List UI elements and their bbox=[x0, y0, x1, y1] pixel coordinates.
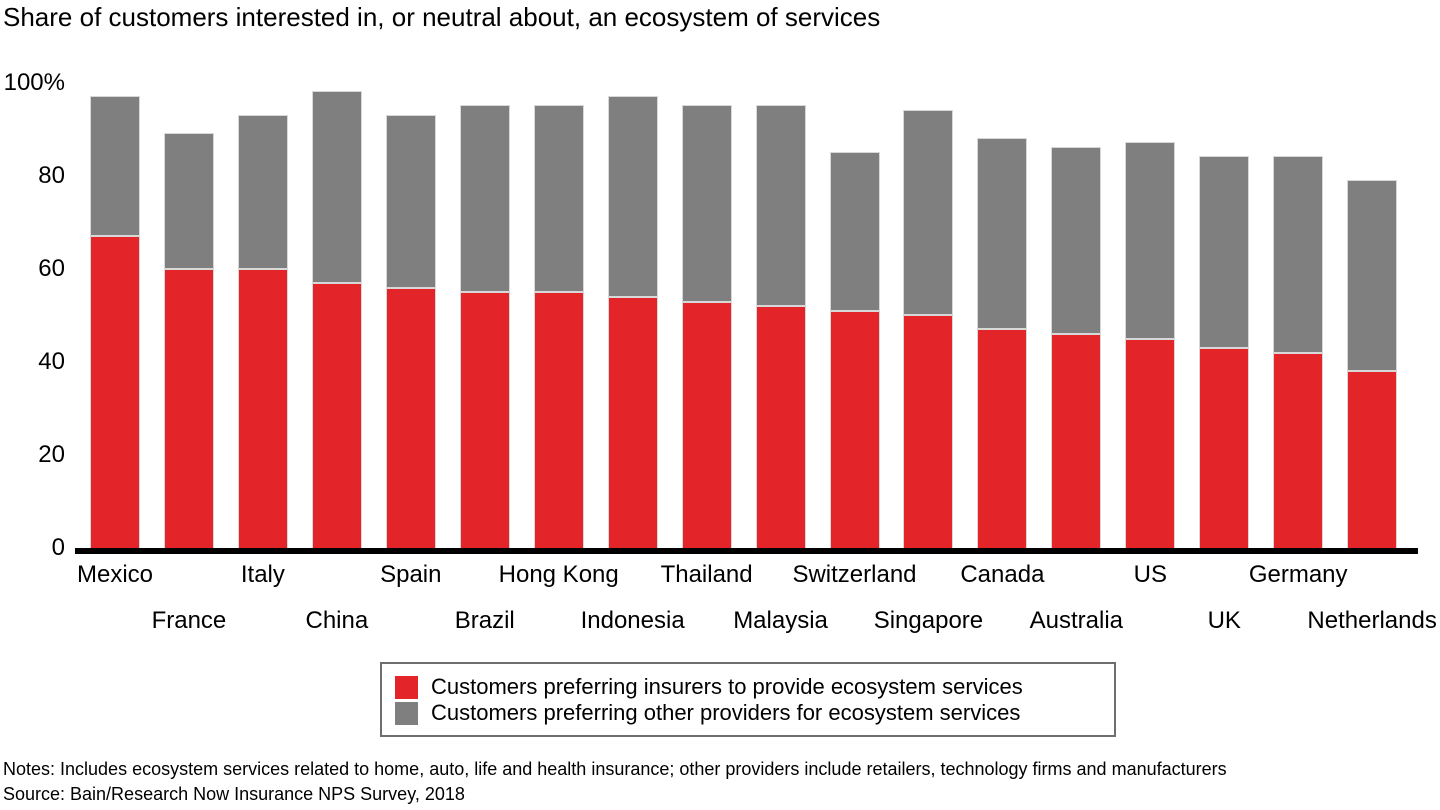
bar-thailand bbox=[681, 105, 732, 549]
legend: Customers preferring insurers to provide… bbox=[380, 662, 1116, 737]
bar-hong-kong-others-segment bbox=[533, 105, 584, 294]
legend-swatch-others-gray bbox=[395, 701, 418, 725]
bar-france bbox=[163, 133, 214, 549]
y-tick-60: 60 bbox=[38, 255, 65, 282]
bar-mexico-insurers-segment bbox=[90, 235, 140, 549]
bar-australia-others-segment bbox=[1051, 147, 1102, 336]
x-label-china: China bbox=[305, 607, 369, 634]
bar-spain-others-segment bbox=[385, 114, 436, 289]
bar-uk-others-segment bbox=[1199, 156, 1250, 350]
legend-label-insurers: Customers preferring insurers to provide… bbox=[431, 674, 1023, 699]
bar-germany-insurers-segment bbox=[1273, 351, 1324, 549]
bar-indonesia-others-segment bbox=[607, 95, 658, 298]
bar-canada-others-segment bbox=[977, 137, 1028, 331]
bar-canada-insurers-segment bbox=[977, 328, 1028, 549]
x-label-malaysia: Malaysia bbox=[733, 607, 828, 634]
bar-switzerland bbox=[829, 151, 880, 549]
bar-italy-others-segment bbox=[237, 114, 288, 270]
x-label-italy: Italy bbox=[240, 561, 285, 588]
bar-us-insurers-segment bbox=[1125, 337, 1176, 549]
y-tick-20: 20 bbox=[38, 441, 65, 468]
bar-brazil-insurers-segment bbox=[459, 291, 510, 549]
x-label-brazil: Brazil bbox=[454, 607, 515, 634]
y-tick-40: 40 bbox=[38, 348, 65, 375]
bar-china-others-segment bbox=[311, 91, 362, 284]
legend-swatch-insurers-red bbox=[395, 675, 418, 699]
x-label-netherlands: Netherlands bbox=[1307, 607, 1437, 634]
bar-switzerland-insurers-segment bbox=[829, 309, 880, 549]
bar-australia-insurers-segment bbox=[1051, 333, 1102, 549]
bar-mexico bbox=[90, 95, 140, 549]
bar-singapore-others-segment bbox=[903, 109, 954, 317]
x-label-mexico: Mexico bbox=[76, 561, 154, 588]
x-label-spain: Spain bbox=[380, 561, 442, 588]
bar-china-insurers-segment bbox=[311, 281, 362, 549]
bar-indonesia-insurers-segment bbox=[607, 295, 658, 549]
bar-netherlands bbox=[1347, 179, 1398, 549]
bar-france-others-segment bbox=[163, 133, 214, 270]
legend-label-other-providers: Customers preferring other providers for… bbox=[431, 700, 1021, 725]
x-label-france: France bbox=[151, 607, 227, 634]
y-tick-100: 100% bbox=[3, 69, 65, 96]
source-text: Source: Bain/Research Now Insurance NPS … bbox=[3, 784, 465, 804]
bar-spain bbox=[385, 114, 436, 549]
x-label-canada: Canada bbox=[960, 561, 1045, 588]
legend-item-insurers: Customers preferring insurers to provide… bbox=[395, 674, 1114, 700]
bar-thailand-insurers-segment bbox=[681, 300, 732, 549]
x-label-us: US bbox=[1133, 561, 1167, 588]
x-label-thailand: Thailand bbox=[660, 561, 753, 588]
y-tick-80: 80 bbox=[38, 162, 65, 189]
bar-malaysia-others-segment bbox=[755, 105, 806, 308]
bar-malaysia bbox=[755, 105, 806, 549]
bar-china bbox=[311, 91, 362, 549]
bar-indonesia bbox=[607, 95, 658, 549]
bar-singapore-insurers-segment bbox=[903, 314, 954, 549]
legend-item-other-providers: Customers preferring other providers for… bbox=[395, 700, 1114, 726]
bar-uk bbox=[1199, 156, 1250, 549]
bar-uk-insurers-segment bbox=[1199, 347, 1250, 549]
bar-germany-others-segment bbox=[1273, 156, 1324, 354]
y-tick-0: 0 bbox=[51, 534, 65, 561]
x-axis-line bbox=[75, 548, 1418, 554]
bar-hong-kong-insurers-segment bbox=[533, 291, 584, 549]
chart-title: Share of customers interested in, or neu… bbox=[3, 2, 881, 32]
bar-brazil-others-segment bbox=[459, 105, 510, 294]
x-label-singapore: Singapore bbox=[873, 607, 984, 634]
bar-mexico-others-segment bbox=[90, 95, 140, 238]
bar-thailand-others-segment bbox=[681, 105, 732, 303]
x-label-australia: Australia bbox=[1029, 607, 1124, 634]
bar-singapore bbox=[903, 109, 954, 549]
x-label-uk: UK bbox=[1207, 607, 1241, 634]
x-label-switzerland: Switzerland bbox=[792, 561, 917, 588]
bar-australia bbox=[1051, 147, 1102, 549]
bar-us-others-segment bbox=[1125, 142, 1176, 340]
bar-italy-insurers-segment bbox=[237, 267, 288, 549]
bar-malaysia-insurers-segment bbox=[755, 305, 806, 549]
bar-hong-kong bbox=[533, 105, 584, 549]
bar-switzerland-others-segment bbox=[829, 151, 880, 312]
bar-canada bbox=[977, 137, 1028, 549]
bar-brazil bbox=[459, 105, 510, 549]
bar-germany bbox=[1273, 156, 1324, 549]
x-label-germany: Germany bbox=[1248, 561, 1348, 588]
x-label-indonesia: Indonesia bbox=[580, 607, 685, 634]
bar-us bbox=[1125, 142, 1176, 549]
bar-netherlands-others-segment bbox=[1347, 179, 1398, 373]
bar-italy bbox=[237, 114, 288, 549]
bar-netherlands-insurers-segment bbox=[1347, 370, 1398, 549]
x-label-hong-kong: Hong Kong bbox=[498, 561, 619, 588]
bar-france-insurers-segment bbox=[163, 267, 214, 549]
notes-text: Notes: Includes ecosystem services relat… bbox=[3, 759, 1227, 779]
bar-spain-insurers-segment bbox=[385, 286, 436, 549]
